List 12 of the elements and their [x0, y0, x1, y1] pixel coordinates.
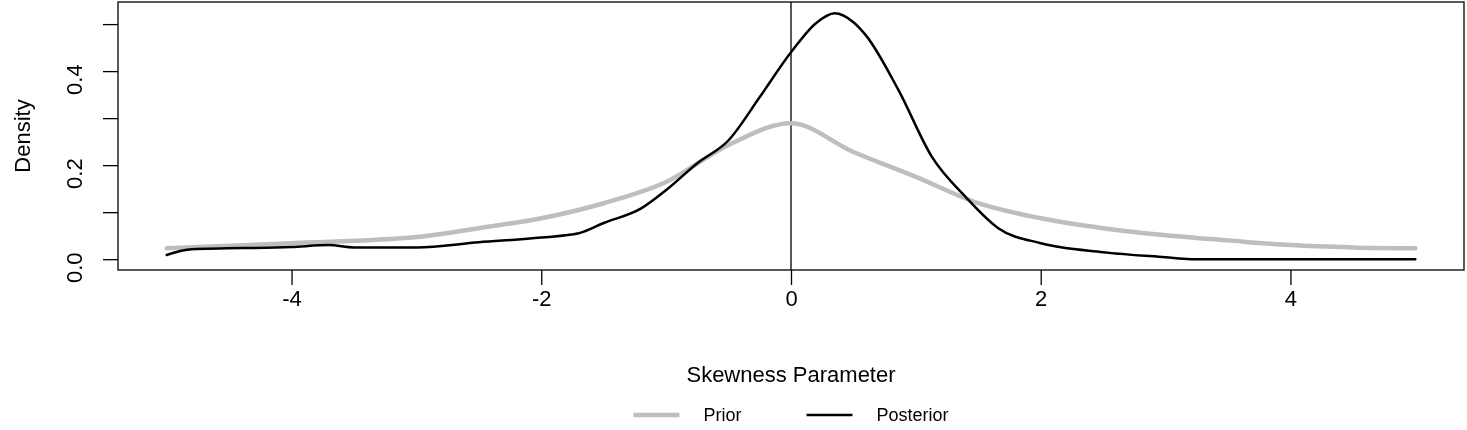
y-axis-title: Density	[10, 99, 35, 173]
x-tick-label: 4	[1284, 285, 1298, 311]
legend-label: Prior	[703, 405, 742, 425]
y-tick-label: 0.2	[62, 158, 87, 189]
x-tick-label: 0	[785, 285, 798, 311]
y-tick-label: 0.4	[62, 64, 87, 95]
x-axis-title: Skewness Parameter	[686, 362, 896, 387]
y-tick-label: 0.0	[62, 252, 87, 283]
legend-label: Posterior	[876, 405, 949, 425]
x-tick-label: -4	[282, 285, 302, 311]
x-tick-label: -2	[532, 285, 552, 311]
x-tick-label: 2	[1035, 285, 1048, 311]
